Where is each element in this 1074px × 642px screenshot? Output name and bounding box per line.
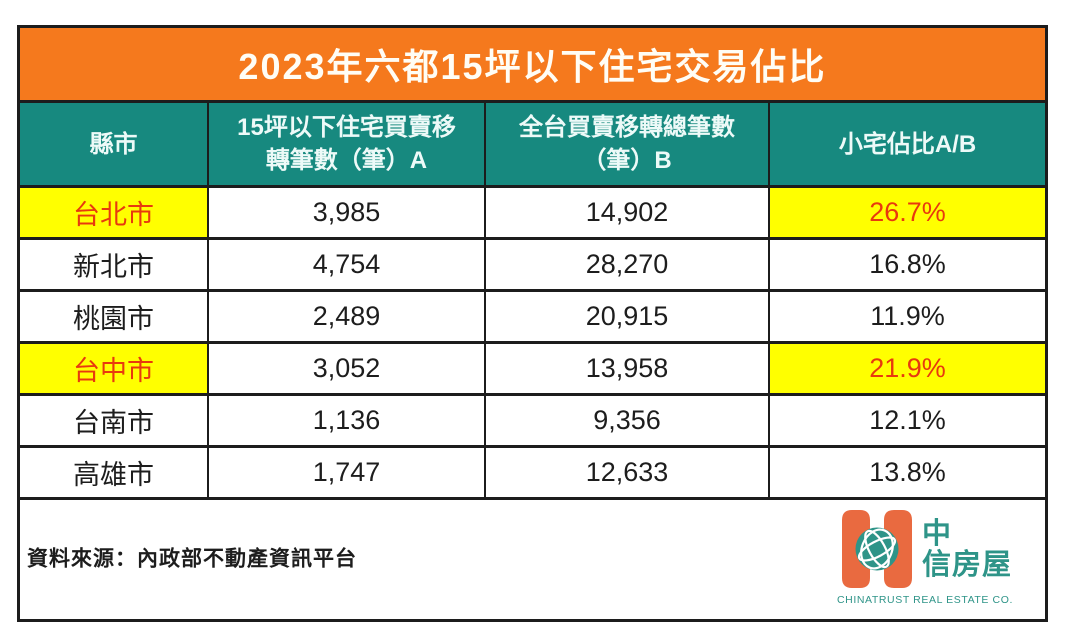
table-footer: 資料來源：內政部不動產資訊平台 xyxy=(20,500,1045,619)
cell-ratio: 11.9% xyxy=(870,301,945,331)
column-header-city: 縣市 xyxy=(20,103,209,185)
chinatrust-h-globe-icon xyxy=(841,510,912,588)
cell-ratio: 13.8% xyxy=(869,457,946,487)
column-header-under15-count: 15坪以下住宅買賣移 轉筆數（筆）A xyxy=(209,103,486,185)
cell-under15-count: 2,489 xyxy=(209,292,486,341)
cell-ratio: 26.7% xyxy=(770,188,1045,237)
cell-ratio: 21.9% xyxy=(770,344,1045,393)
table-row-taichung: 台中市 3,052 13,958 21.9% xyxy=(20,344,1045,396)
cell-city: 高雄市 xyxy=(20,448,209,497)
data-table-sheet: 2023年六都15坪以下住宅交易佔比 縣市 15坪以下住宅買賣移 轉筆數（筆）A… xyxy=(17,25,1048,622)
cell-ratio: 12.1% xyxy=(869,405,946,435)
cell-total-count: 14,902 xyxy=(486,188,770,237)
page-title: 2023年六都15坪以下住宅交易佔比 xyxy=(238,46,827,87)
cell-total-count: 20,915 xyxy=(486,292,770,341)
chinatrust-logo-top: 中 信房屋 xyxy=(838,508,1012,592)
table-row-kaohsiung: 高雄市 1,747 12,633 13.8% xyxy=(20,448,1045,500)
cell-total-count: 9,356 xyxy=(486,396,770,445)
cell-under15-count: 1,747 xyxy=(209,448,486,497)
cell-under15-count: 4,754 xyxy=(209,240,486,289)
cell-ratio: 16.8% xyxy=(869,249,946,279)
column-header-ratio: 小宅佔比A/B xyxy=(838,130,977,158)
table-row-taipei: 台北市 3,985 14,902 26.7% xyxy=(20,188,1045,240)
cell-under15-count: 3,052 xyxy=(209,344,486,393)
cell-total-count: 12,633 xyxy=(486,448,770,497)
chinatrust-logo: 中 信房屋 CHINATRUST REAL ESTATE CO. xyxy=(821,508,1029,606)
cell-under15-count: 3,985 xyxy=(209,188,486,237)
cell-total-count: 13,958 xyxy=(486,344,770,393)
cell-city: 台南市 xyxy=(20,396,209,445)
cell-under15-count: 1,136 xyxy=(209,396,486,445)
column-header-total-count: 全台買賣移轉總筆數 （筆）B xyxy=(486,103,770,185)
cell-city: 台中市 xyxy=(20,344,209,393)
cell-total-count: 28,270 xyxy=(486,240,770,289)
data-source-note: 資料來源：內政部不動產資訊平台 xyxy=(27,547,357,571)
chinatrust-company-name: CHINATRUST REAL ESTATE CO. xyxy=(836,594,1014,606)
cell-city: 桃園市 xyxy=(20,292,209,341)
table-row-taoyuan: 桃園市 2,489 20,915 11.9% xyxy=(20,292,1045,344)
table-title-bar: 2023年六都15坪以下住宅交易佔比 xyxy=(20,28,1045,103)
table-header-row: 縣市 15坪以下住宅買賣移 轉筆數（筆）A 全台買賣移轉總筆數 （筆）B 小宅佔… xyxy=(20,103,1045,188)
table-row-newtaipei: 新北市 4,754 28,270 16.8% xyxy=(20,240,1045,292)
cell-city: 新北市 xyxy=(20,240,209,289)
chinatrust-brand-cn: 中 信房屋 xyxy=(921,518,1012,581)
cell-city: 台北市 xyxy=(20,188,209,237)
table-row-tainan: 台南市 1,136 9,356 12.1% xyxy=(20,396,1045,448)
